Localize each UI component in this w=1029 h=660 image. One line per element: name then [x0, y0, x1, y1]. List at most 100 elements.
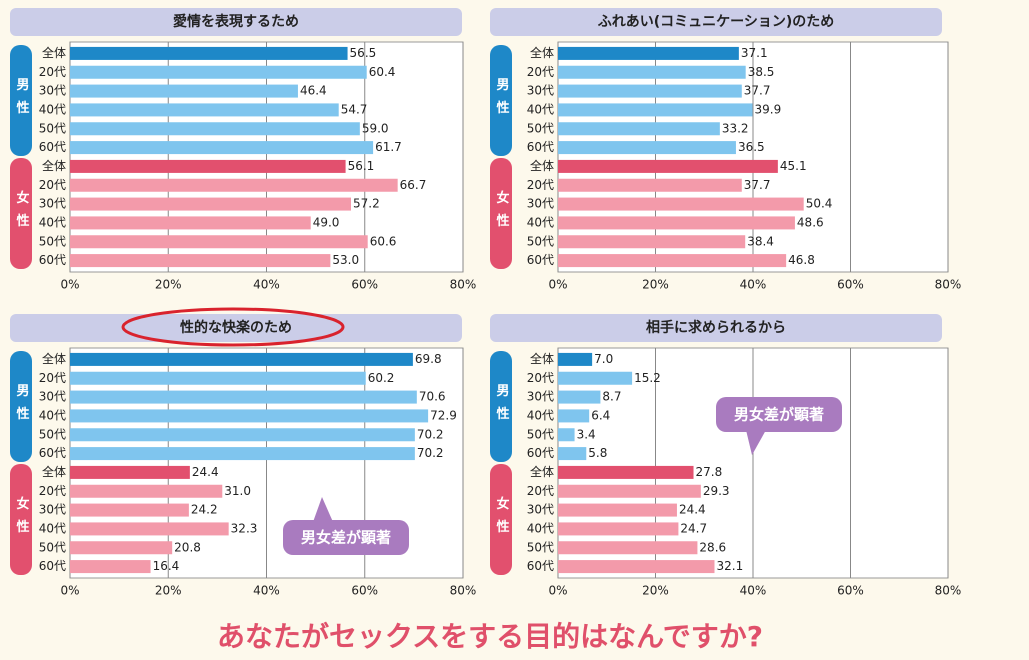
x-tick-label: 20% [642, 584, 669, 598]
group-label: 女性 [494, 190, 510, 237]
chart-title: 性的な快楽のため [180, 319, 292, 336]
bar [70, 216, 311, 230]
category-label: 40代 [39, 215, 66, 229]
value-label: 57.2 [353, 197, 380, 211]
value-label: 3.4 [577, 427, 596, 441]
category-label: 30代 [39, 390, 66, 404]
bar [558, 141, 736, 155]
value-label: 50.4 [806, 197, 833, 211]
category-label: 60代 [39, 253, 66, 267]
group-label: 女性 [14, 190, 30, 237]
x-tick-label: 60% [351, 278, 378, 292]
bar [70, 503, 189, 517]
callout-tail [313, 497, 333, 522]
chart-title: ふれあい(コミュニケーション)のため [598, 14, 835, 30]
category-label: 20代 [527, 178, 554, 192]
category-label: 60代 [39, 446, 66, 460]
group-pill [490, 158, 512, 269]
bar [558, 84, 742, 98]
value-label: 48.6 [797, 215, 824, 229]
callout-tail [746, 430, 766, 455]
category-label: 30代 [527, 197, 554, 211]
value-label: 24.4 [192, 465, 219, 479]
value-label: 20.8 [174, 540, 201, 554]
bar [558, 216, 795, 230]
category-label: 20代 [527, 371, 554, 385]
group-pill [10, 464, 32, 575]
category-label: 30代 [527, 390, 554, 404]
bar [70, 254, 331, 268]
bar [70, 447, 415, 461]
x-tick-label: 40% [253, 584, 280, 598]
value-label: 69.8 [415, 352, 442, 366]
bar [70, 103, 339, 117]
category-label: 50代 [39, 540, 66, 554]
value-label: 37.1 [741, 46, 768, 60]
category-label: 30代 [527, 84, 554, 98]
x-tick-label: 0% [60, 278, 79, 292]
bar [558, 122, 720, 136]
bar [70, 178, 398, 192]
bar [70, 371, 366, 385]
value-label: 32.1 [716, 559, 743, 573]
bar [558, 409, 590, 423]
value-label: 56.1 [348, 159, 375, 173]
bar [70, 409, 429, 423]
value-label: 32.3 [231, 521, 258, 535]
value-label: 46.8 [788, 253, 815, 267]
callout-box [283, 520, 409, 555]
x-tick-label: 20% [642, 278, 669, 292]
group-label: 女性 [14, 496, 30, 543]
category-label: 全体 [530, 351, 554, 366]
category-label: 50代 [39, 121, 66, 135]
x-tick-label: 0% [548, 584, 567, 598]
value-label: 6.4 [591, 408, 610, 422]
x-tick-label: 40% [253, 278, 280, 292]
x-tick-label: 0% [60, 584, 79, 598]
category-label: 30代 [527, 503, 554, 517]
bar [70, 522, 229, 536]
category-label: 全体 [530, 464, 554, 479]
value-label: 16.4 [153, 559, 180, 573]
value-label: 24.2 [191, 503, 218, 517]
category-label: 30代 [39, 503, 66, 517]
category-label: 40代 [527, 408, 554, 422]
group-pill [490, 351, 512, 462]
group-pill [490, 464, 512, 575]
category-label: 全体 [530, 45, 554, 60]
bar [70, 428, 415, 442]
bar [558, 447, 587, 461]
bar [558, 390, 601, 404]
group-pill [10, 45, 32, 156]
group-label: 女性 [494, 496, 510, 543]
value-label: 45.1 [780, 159, 807, 173]
value-label: 5.8 [588, 446, 607, 460]
category-label: 20代 [39, 484, 66, 498]
group-label: 男性 [14, 78, 30, 124]
bar [558, 428, 575, 442]
value-label: 53.0 [332, 253, 359, 267]
category-label: 20代 [527, 484, 554, 498]
value-label: 70.2 [417, 427, 444, 441]
bar [558, 46, 739, 60]
callout-text: 男女差が顕著 [734, 406, 824, 424]
category-label: 50代 [39, 427, 66, 441]
callout-box [716, 397, 842, 432]
category-label: 20代 [39, 371, 66, 385]
bar [70, 159, 346, 173]
category-label: 40代 [39, 102, 66, 116]
group-label: 男性 [494, 384, 510, 430]
x-tick-label: 40% [740, 584, 767, 598]
value-label: 59.0 [362, 121, 389, 135]
category-label: 60代 [527, 140, 554, 154]
bar [558, 522, 679, 536]
x-tick-label: 60% [837, 584, 864, 598]
bar [70, 122, 360, 136]
value-label: 7.0 [594, 352, 613, 366]
bar [558, 197, 804, 211]
bar [70, 65, 367, 79]
bar [558, 560, 715, 574]
value-label: 61.7 [375, 140, 402, 154]
x-tick-label: 20% [155, 584, 182, 598]
